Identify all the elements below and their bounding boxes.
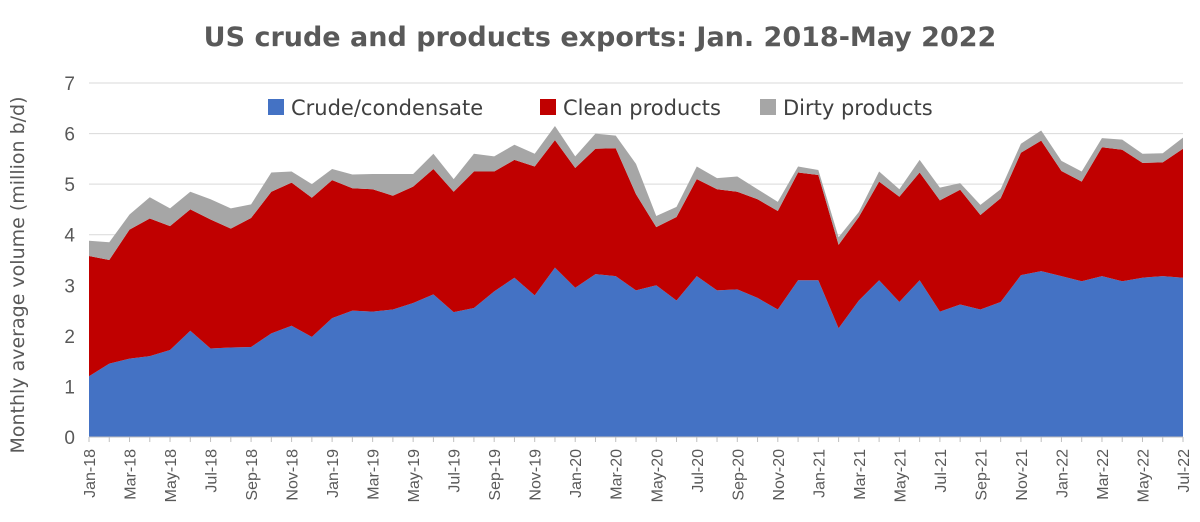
legend-label: Dirty products [783, 96, 933, 120]
area-series-1 [89, 267, 1183, 437]
legend-swatch [268, 99, 284, 115]
y-tick-label: 3 [64, 276, 75, 297]
x-tick-label: Sep-20 [730, 449, 747, 501]
legend-swatch [760, 99, 776, 115]
y-tick-label: 2 [64, 327, 75, 348]
y-tick-label: 0 [64, 428, 75, 449]
legend-label: Clean products [563, 96, 721, 120]
legend-item: Crude/condensate [268, 96, 483, 120]
x-tick-label: Jan-19 [325, 449, 342, 498]
y-tick-label: 6 [64, 125, 75, 146]
legend-swatch [540, 99, 556, 115]
x-tick-label: Jul-20 [690, 449, 707, 493]
x-tick-label: May-21 [892, 449, 909, 502]
x-tick-label: Mar-22 [1095, 449, 1112, 500]
x-tick-label: Nov-18 [285, 449, 302, 501]
x-tick-label: Jul-19 [447, 449, 464, 493]
y-tick-label: 5 [64, 175, 75, 196]
x-tick-label: Jul-22 [1176, 449, 1193, 493]
y-tick-label: 4 [64, 226, 75, 247]
legend-label: Crude/condensate [291, 96, 483, 120]
y-axis-label: Monthly average volume (million b/d) [7, 96, 29, 453]
x-tick-label: Sep-21 [973, 449, 990, 501]
legend-item: Dirty products [760, 96, 933, 120]
x-tick-label: Jan-20 [568, 449, 585, 498]
x-tick-label: Jul-18 [204, 449, 221, 493]
y-tick-label: 7 [64, 74, 75, 95]
x-tick-label: Jan-21 [811, 449, 828, 498]
x-tick-label: Nov-20 [771, 449, 788, 501]
x-tick-label: Jan-22 [1054, 449, 1071, 498]
x-tick-label: May-20 [649, 449, 666, 502]
legend: Crude/condensate Clean products Dirty prod… [268, 96, 933, 120]
x-tick-label: Sep-18 [244, 449, 261, 501]
y-axis: 0 1 2 3 4 5 6 7 [64, 74, 75, 449]
x-tick-label: May-22 [1136, 449, 1153, 502]
x-tick-label: Mar-19 [366, 449, 383, 500]
area-series-2 [89, 140, 1183, 377]
area-series-3 [89, 125, 1183, 261]
x-tick-label: Sep-19 [487, 449, 504, 501]
x-tick-label: May-18 [163, 449, 180, 502]
plot-areas [89, 125, 1183, 437]
x-tick-label: Jan-18 [82, 449, 99, 498]
x-tick-label: Mar-20 [609, 449, 626, 500]
x-tick-label: Nov-21 [1014, 449, 1031, 501]
x-tick-label: Mar-21 [852, 449, 869, 500]
x-tick-label: May-19 [406, 449, 423, 502]
legend-item: Clean products [540, 96, 721, 120]
x-tick-label: Jul-21 [933, 449, 950, 493]
x-tick-label: Nov-19 [528, 449, 545, 501]
x-axis: Jan-18 Mar-18 May-18 Jul-18 Sep-18 Nov-18 Jan-… [82, 436, 1193, 502]
x-tick-label: Mar-18 [123, 449, 140, 500]
y-tick-label: 1 [64, 377, 75, 398]
chart-title: US crude and products exports: Jan. 2018… [204, 22, 997, 53]
